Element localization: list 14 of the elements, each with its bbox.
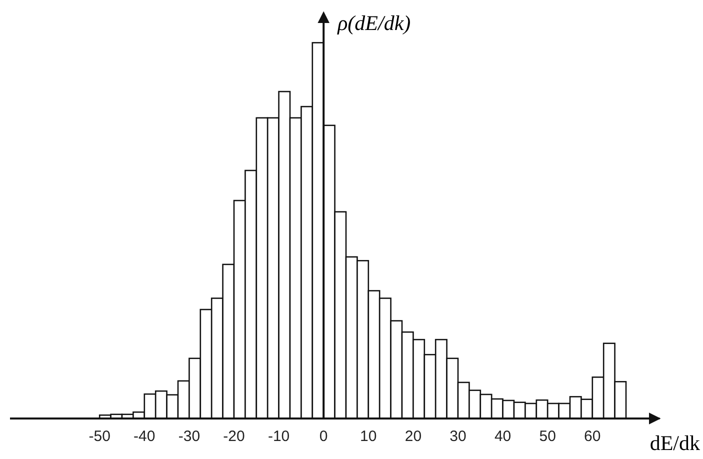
x-tick-label: -30 [178, 428, 200, 446]
x-tick-label: 50 [539, 428, 556, 446]
x-tick-label: -20 [223, 428, 245, 446]
x-tick-label: 40 [494, 428, 512, 446]
x-tick-label: 20 [404, 428, 422, 446]
x-tick-label: -10 [268, 428, 290, 446]
x-tick-label: -40 [134, 428, 156, 446]
x-axis-title: dE/dk [650, 431, 700, 455]
y-axis-title: ρ(dE/dk) [336, 11, 411, 35]
x-tick-label: -50 [88, 428, 110, 446]
x-tick-label: 30 [450, 428, 466, 446]
x-tick-label: 60 [584, 428, 601, 446]
x-tick-label: 10 [360, 428, 377, 446]
x-tick-label: 0 [319, 428, 328, 446]
